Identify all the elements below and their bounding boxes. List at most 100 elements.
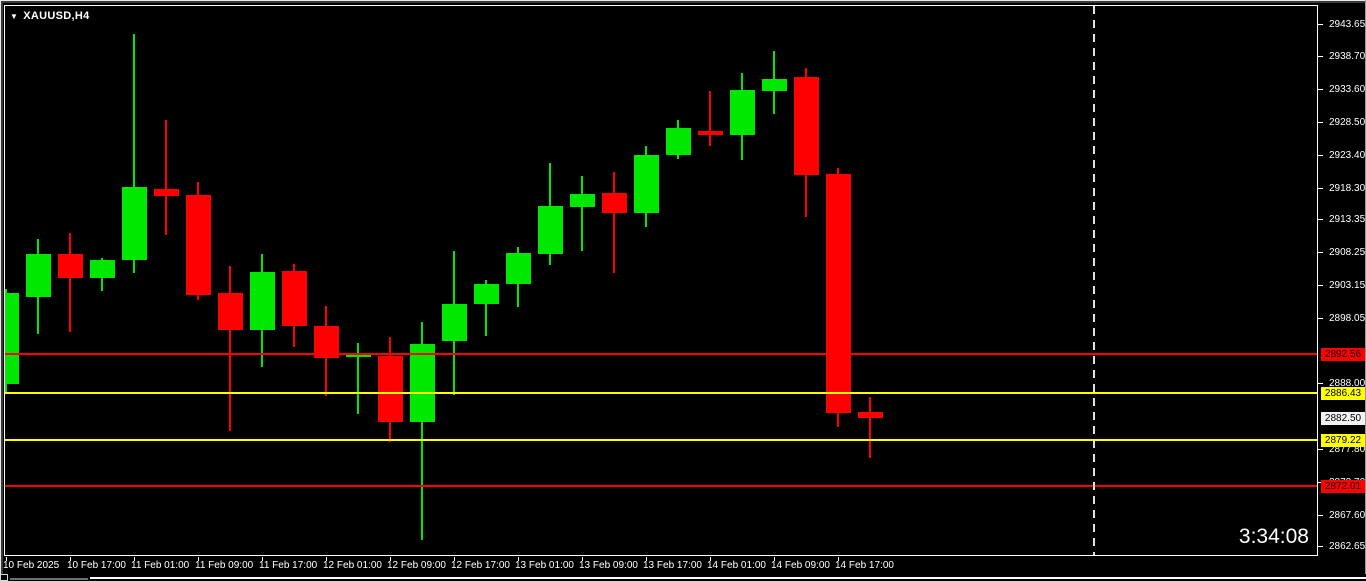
candlestick-bull	[5, 293, 19, 385]
candlestick-bull	[442, 303, 467, 341]
price-axis-label: 2888.00	[1329, 377, 1366, 389]
time-axis-tick	[838, 557, 839, 561]
line-price-badge: 2872.01	[1321, 480, 1365, 494]
price-axis-tick	[1318, 187, 1323, 189]
candle-wick	[613, 172, 615, 273]
candlestick-bull	[762, 79, 787, 92]
candlestick-bull	[250, 272, 275, 331]
price-axis-label: 2908.25	[1329, 247, 1366, 259]
horizontal-line-object[interactable]	[5, 438, 1317, 441]
line-price-badge: 2892.56	[1321, 347, 1365, 361]
clock-indicator: 3:34:08	[1238, 525, 1309, 548]
time-axis-tick	[390, 557, 391, 561]
candlestick-bull	[506, 253, 531, 284]
candle-wick	[133, 33, 135, 273]
time-axis-tick	[710, 557, 711, 561]
price-axis-label: 2867.60	[1329, 509, 1366, 521]
time-axis-label: 11 Feb 01:00	[131, 560, 190, 571]
time-axis-tick	[518, 557, 519, 561]
candlestick-bear	[218, 293, 243, 331]
price-axis[interactable]: 2943.65 2938.70 2933.60 2928.50 2923.40 2918.…	[1318, 5, 1366, 556]
time-axis-label: 13 Feb 01:00	[515, 560, 574, 571]
scrollbar-corner-box[interactable]	[0, 574, 8, 581]
candle-wick	[485, 280, 487, 336]
time-axis-label: 13 Feb 17:00	[643, 560, 702, 571]
time-axis-tick	[326, 557, 327, 561]
candlestick-bear	[858, 411, 883, 419]
price-axis-label: 2862.65	[1329, 541, 1366, 553]
time-axis-tick	[198, 557, 199, 561]
horizontal-line-object[interactable]	[5, 352, 1317, 355]
scrollbar-track[interactable]	[10, 578, 88, 580]
time-axis-label: 12 Feb 09:00	[387, 560, 446, 571]
candlestick-bear	[602, 192, 627, 214]
price-axis-tick	[1318, 481, 1323, 483]
candle-wick	[581, 175, 583, 252]
candlestick-bear	[698, 130, 723, 136]
candlestick-bull	[570, 193, 595, 208]
price-axis-label: 2938.70	[1329, 50, 1366, 62]
window-border-left	[0, 0, 1, 581]
time-axis[interactable]: 10 Feb 2025 10 Feb 17:00 11 Feb 01:00 11 Fe…	[0, 557, 1320, 574]
price-axis-label: 2918.30	[1329, 182, 1366, 194]
price-axis-tick	[1318, 382, 1323, 384]
candlestick-bull	[346, 354, 371, 358]
candlestick-bear	[314, 326, 339, 358]
candlestick-bull	[538, 205, 563, 254]
price-axis-tick	[1318, 219, 1323, 221]
time-axis-label: 14 Feb 01:00	[707, 560, 766, 571]
time-axis-label: 10 Feb 17:00	[67, 560, 126, 571]
time-axis-label: 12 Feb 17:00	[451, 560, 510, 571]
horizontal-line-object[interactable]	[5, 485, 1317, 488]
price-axis-tick	[1318, 514, 1323, 516]
time-axis-tick	[774, 557, 775, 561]
price-axis-label: 2898.05	[1329, 313, 1366, 325]
symbol-period-label: ▼ XAUUSD,H4	[10, 10, 90, 22]
line-price-badge: 2879.22	[1321, 433, 1365, 447]
candlestick-bear	[794, 77, 819, 176]
horizontal-line-object[interactable]	[5, 392, 1317, 395]
time-axis-tick	[454, 557, 455, 561]
time-axis-label: 14 Feb 17:00	[835, 560, 894, 571]
price-axis-tick	[1318, 285, 1323, 287]
price-axis-tick	[1318, 252, 1323, 254]
line-price-badge: 2886.43	[1321, 387, 1365, 401]
candlestick-bear	[154, 188, 179, 196]
candle-wick	[869, 397, 871, 458]
horizontal-scrollbar[interactable]	[0, 574, 1366, 581]
candlestick-bear	[58, 253, 83, 278]
price-axis-tick	[1318, 121, 1323, 123]
price-axis-label: 2877.80	[1329, 443, 1366, 455]
time-axis-label: 12 Feb 01:00	[323, 560, 382, 571]
candlestick-bull	[474, 283, 499, 304]
time-axis-label: 10 Feb 2025	[3, 560, 60, 571]
price-axis-label: 2923.40	[1329, 149, 1366, 161]
scrollbar-thumb[interactable]	[90, 577, 1366, 579]
candlestick-bull	[90, 260, 115, 278]
chevron-down-icon[interactable]: ▼	[10, 11, 19, 21]
time-axis-label: 14 Feb 09:00	[771, 560, 830, 571]
time-axis-tick	[70, 557, 71, 561]
candle-wick	[421, 322, 423, 540]
time-axis-tick	[6, 557, 7, 561]
price-axis-label: 2913.35	[1329, 214, 1366, 226]
time-axis-tick	[646, 557, 647, 561]
price-axis-tick	[1318, 55, 1323, 57]
time-axis-label: 11 Feb 09:00	[195, 560, 254, 571]
candlestick-bear	[282, 270, 307, 327]
price-axis-label: 2928.50	[1329, 116, 1366, 128]
price-axis-tick	[1318, 88, 1323, 90]
candlestick-bear	[826, 173, 851, 414]
candlestick-bull	[122, 186, 147, 261]
price-axis-tick	[1318, 24, 1323, 25]
price-axis-tick	[1318, 448, 1323, 450]
price-axis-tick	[1318, 318, 1323, 320]
chart-plot-area[interactable]: ▼ XAUUSD,H4 3:34:08	[4, 5, 1318, 556]
candle-wick	[357, 342, 359, 414]
time-axis-label: 13 Feb 09:00	[579, 560, 638, 571]
price-axis-label: 2933.60	[1329, 83, 1366, 95]
price-axis-tick	[1318, 154, 1323, 156]
window-border-shadow-top	[1, 1, 1365, 3]
period-separator-line	[1093, 6, 1095, 555]
